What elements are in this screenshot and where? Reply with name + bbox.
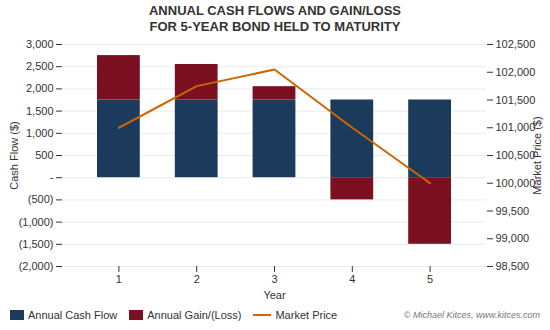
svg-text:(500): (500) <box>28 193 54 205</box>
html-text:Annual Cash Flow: Annual Cash Flow <box>28 309 118 321</box>
html-text:© Michael Kitces, www.kitces.c: © Michael Kitces, www.kitces.com <box>403 310 540 320</box>
svg-text:99,500: 99,500 <box>496 205 530 217</box>
svg-text:2,500: 2,500 <box>26 60 54 72</box>
svg-text:100,000: 100,000 <box>496 177 536 189</box>
svg-text:-: - <box>50 171 54 183</box>
svg-text:5: 5 <box>427 273 433 285</box>
svg-text:(1,500): (1,500) <box>19 238 54 250</box>
svg-text:Market Price ($): Market Price ($) <box>531 116 543 194</box>
svg-text:100,500: 100,500 <box>496 149 536 161</box>
svg-text:2: 2 <box>194 273 200 285</box>
svg-text:102,500: 102,500 <box>496 38 536 50</box>
html-text:Market Price: Market Price <box>275 309 338 321</box>
svg-text:99,000: 99,000 <box>496 232 530 244</box>
svg-text:3,000: 3,000 <box>26 38 54 50</box>
svg-text:2,000: 2,000 <box>26 82 54 94</box>
svg-text:101,500: 101,500 <box>496 94 536 106</box>
svg-text:1: 1 <box>116 273 122 285</box>
svg-text:(2,000): (2,000) <box>19 260 54 272</box>
svg-text:98,500: 98,500 <box>496 260 530 272</box>
svg-text:Cash Flow ($): Cash Flow ($) <box>8 121 20 189</box>
html-text:ANNUAL CASH FLOWS AND GAIN/LOS: ANNUAL CASH FLOWS AND GAIN/LOSS FOR 5-YE… <box>149 3 401 34</box>
svg-text:500: 500 <box>35 149 53 161</box>
svg-text:Year: Year <box>263 289 286 301</box>
svg-text:(1,000): (1,000) <box>19 216 54 228</box>
svg-text:4: 4 <box>349 273 355 285</box>
svg-text:101,000: 101,000 <box>496 121 536 133</box>
html-text:Annual Gain/(Loss): Annual Gain/(Loss) <box>147 309 242 321</box>
svg-text:1,500: 1,500 <box>26 105 54 117</box>
svg-text:3: 3 <box>271 273 277 285</box>
svg-text:1,000: 1,000 <box>26 127 54 139</box>
svg-text:102,000: 102,000 <box>496 66 536 78</box>
